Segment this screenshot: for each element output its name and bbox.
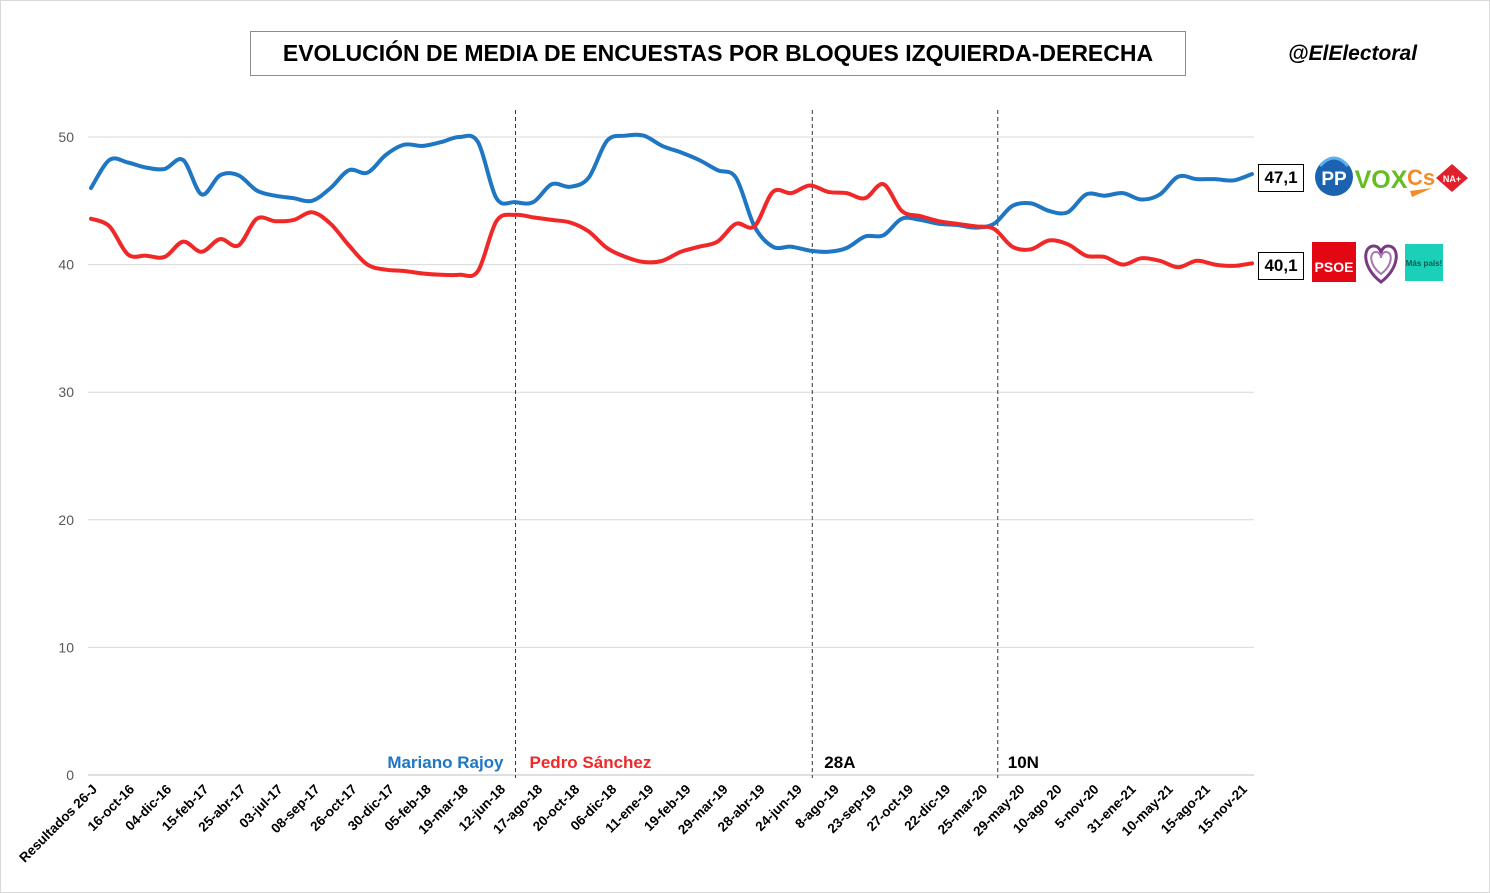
pp-logo: PP — [1315, 156, 1353, 196]
cs-logo: Cs — [1407, 165, 1435, 197]
period-labels: Mariano Rajoy Pedro Sánchez 28A 10N — [387, 753, 1039, 772]
psoe-logo-text: PSOE — [1315, 259, 1354, 275]
series-line-derecha — [89, 132, 1254, 254]
y-tick-label: 40 — [58, 257, 74, 273]
podemos-heart-logo — [1364, 244, 1398, 284]
end-label-izquierda: 40,1 — [1258, 252, 1304, 280]
pp-logo-text: PP — [1321, 169, 1347, 190]
gridlines — [88, 136, 1254, 648]
y-tick-label: 0 — [66, 767, 74, 783]
end-label-derecha: 47,1 — [1258, 164, 1304, 192]
cs-logo-text: Cs — [1407, 165, 1435, 190]
chart-title: EVOLUCIÓN DE MEDIA DE ENCUESTAS POR BLOQ… — [250, 31, 1186, 76]
series-line-izquierda — [89, 182, 1254, 279]
y-axis-ticks: 0 10 20 30 40 50 — [58, 129, 74, 783]
y-tick-label: 30 — [58, 384, 74, 400]
x-axis-ticks: Resultados 26-J16-oct-1604-dic-1615-feb-… — [16, 781, 1250, 865]
psoe-logo: PSOE — [1312, 242, 1356, 282]
period-label: Pedro Sánchez — [530, 753, 652, 772]
period-label: 28A — [824, 753, 855, 772]
na-plus-logo-text: NA+ — [1443, 174, 1461, 184]
period-label: 10N — [1008, 753, 1039, 772]
y-tick-label: 20 — [58, 512, 74, 528]
mas-pais-logo: Más país! — [1405, 244, 1443, 281]
na-plus-logo: NA+ — [1436, 164, 1468, 192]
mas-pais-logo-text: Más país! — [1406, 259, 1442, 268]
left-bloc-logos: PSOE Más país! — [1312, 242, 1443, 284]
author-handle: @ElElectoral — [1288, 42, 1418, 65]
right-bloc-logos: PP VOX Cs NA+ — [1315, 156, 1468, 197]
y-tick-label: 10 — [58, 639, 74, 655]
period-label: Mariano Rajoy — [387, 753, 504, 772]
period-dividers — [515, 110, 999, 778]
series-lines — [89, 132, 1254, 279]
y-tick-label: 50 — [58, 129, 74, 145]
vox-logo-text: VOX — [1355, 166, 1408, 194]
